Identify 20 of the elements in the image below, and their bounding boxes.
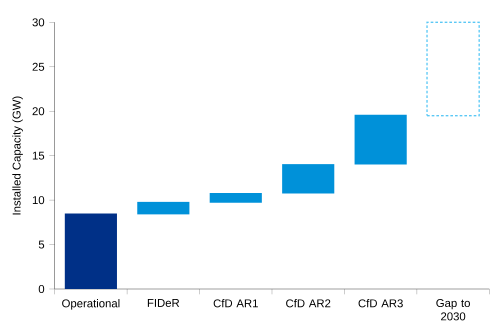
x-tick-label: Operational bbox=[62, 299, 120, 310]
y-tick-label: 0 bbox=[38, 284, 44, 294]
x-tick-label: CfD AR1 bbox=[214, 299, 258, 308]
x-tick-label: CfD AR2 bbox=[286, 299, 330, 308]
x-tick-label: CfD AR3 bbox=[358, 299, 403, 308]
y-tick-label: 30 bbox=[32, 18, 44, 26]
y-tick-label: 15 bbox=[32, 152, 44, 160]
y-axis-title: Installed Capacity (GW) bbox=[12, 96, 23, 214]
x-tick-label: Gap to 2030 bbox=[436, 299, 470, 320]
bar bbox=[354, 114, 407, 165]
bar bbox=[137, 202, 190, 214]
y-tick-label: 5 bbox=[38, 240, 44, 249]
bar bbox=[210, 193, 262, 203]
bar bbox=[64, 213, 117, 289]
y-tick-label: 10 bbox=[32, 196, 44, 204]
bar bbox=[426, 22, 480, 116]
y-tick-label: 25 bbox=[32, 62, 44, 71]
y-tick-label: 20 bbox=[32, 107, 44, 116]
x-tick-label: FIDeR bbox=[148, 299, 180, 307]
bar bbox=[282, 164, 334, 194]
